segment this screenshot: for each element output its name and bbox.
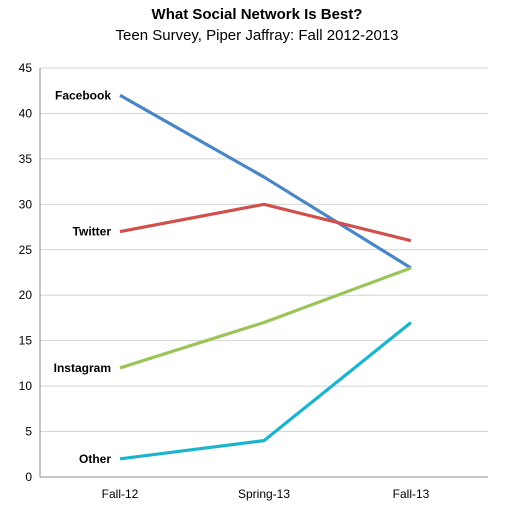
series-label-twitter: Twitter [73,225,112,239]
x-tick-label: Spring-13 [238,487,290,501]
y-tick-label: 25 [19,243,33,257]
y-tick-label: 35 [19,152,33,166]
series-labels: Facebook Twitter Instagram Other [54,88,112,466]
y-tick-label: 30 [19,197,33,211]
series-label-instagram: Instagram [54,361,111,375]
y-tick-label: 40 [19,106,33,120]
x-axis-tick-labels: Fall-12 Spring-13 Fall-13 [102,487,430,501]
series-line-other [119,321,413,461]
y-tick-label: 10 [19,379,33,393]
series-lines [119,93,413,461]
y-tick-label: 15 [19,334,33,348]
series-label-facebook: Facebook [55,88,111,102]
chart-subtitle: Teen Survey, Piper Jaffray: Fall 2012-20… [115,27,399,44]
y-axis-tick-labels: 0 5 10 15 20 25 30 35 40 45 [19,61,33,484]
gridlines [39,67,488,478]
x-tick-label: Fall-13 [393,487,430,501]
series-label-other: Other [79,452,111,466]
y-tick-label: 45 [19,61,33,75]
y-tick-label: 0 [25,470,32,484]
series-line-twitter [119,202,412,243]
x-tick-label: Fall-12 [102,487,139,501]
y-tick-label: 20 [19,288,33,302]
series-line-facebook [119,93,412,270]
series-line-instagram [119,266,412,370]
chart-title: What Social Network Is Best? [151,6,363,23]
y-tick-label: 5 [25,425,32,439]
